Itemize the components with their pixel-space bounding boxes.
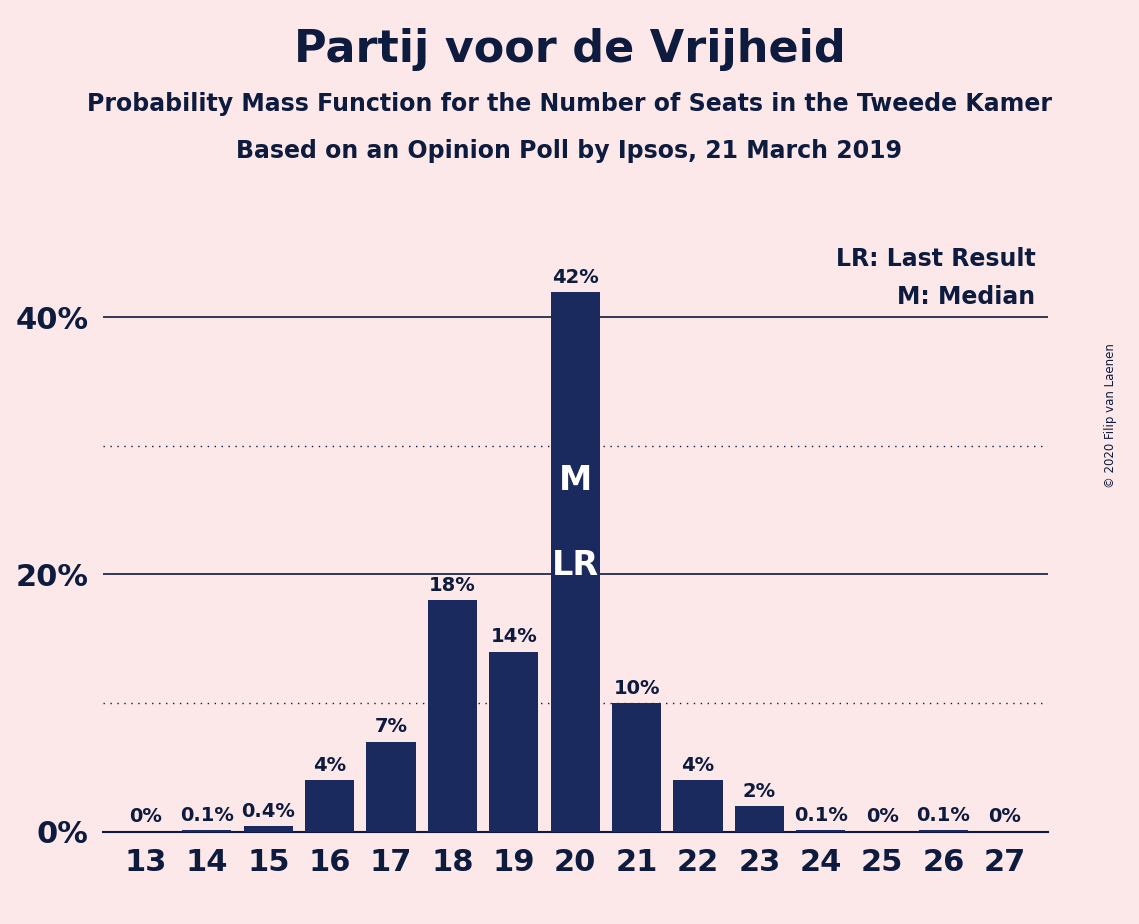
Text: © 2020 Filip van Laenen: © 2020 Filip van Laenen — [1104, 344, 1117, 488]
Text: LR: LR — [551, 549, 599, 582]
Text: 0%: 0% — [989, 808, 1022, 826]
Bar — [182, 831, 231, 832]
Text: 10%: 10% — [613, 679, 659, 698]
Bar — [305, 780, 354, 832]
Text: M: M — [558, 465, 592, 497]
Bar — [612, 703, 661, 832]
Bar — [428, 601, 477, 832]
Bar — [735, 806, 784, 832]
Text: 42%: 42% — [551, 268, 599, 286]
Text: 2%: 2% — [743, 782, 776, 801]
Text: Partij voor de Vrijheid: Partij voor de Vrijheid — [294, 28, 845, 71]
Text: 7%: 7% — [375, 717, 408, 736]
Text: 4%: 4% — [313, 756, 346, 775]
Bar — [796, 831, 845, 832]
Bar — [919, 831, 968, 832]
Text: M: Median: M: Median — [898, 286, 1035, 310]
Text: 14%: 14% — [491, 627, 538, 647]
Text: Probability Mass Function for the Number of Seats in the Tweede Kamer: Probability Mass Function for the Number… — [87, 92, 1052, 116]
Text: 18%: 18% — [429, 576, 476, 595]
Text: Based on an Opinion Poll by Ipsos, 21 March 2019: Based on an Opinion Poll by Ipsos, 21 Ma… — [237, 139, 902, 163]
Text: 0.1%: 0.1% — [794, 806, 847, 825]
Text: 0%: 0% — [866, 808, 899, 826]
Bar — [244, 826, 293, 832]
Bar — [673, 780, 722, 832]
Bar — [550, 292, 600, 832]
Text: 0%: 0% — [129, 808, 162, 826]
Bar — [367, 742, 416, 832]
Text: 4%: 4% — [681, 756, 714, 775]
Text: 0.1%: 0.1% — [180, 806, 233, 825]
Text: LR: Last Result: LR: Last Result — [836, 247, 1035, 271]
Text: 0.4%: 0.4% — [241, 802, 295, 821]
Text: 0.1%: 0.1% — [917, 806, 970, 825]
Bar — [490, 651, 539, 832]
